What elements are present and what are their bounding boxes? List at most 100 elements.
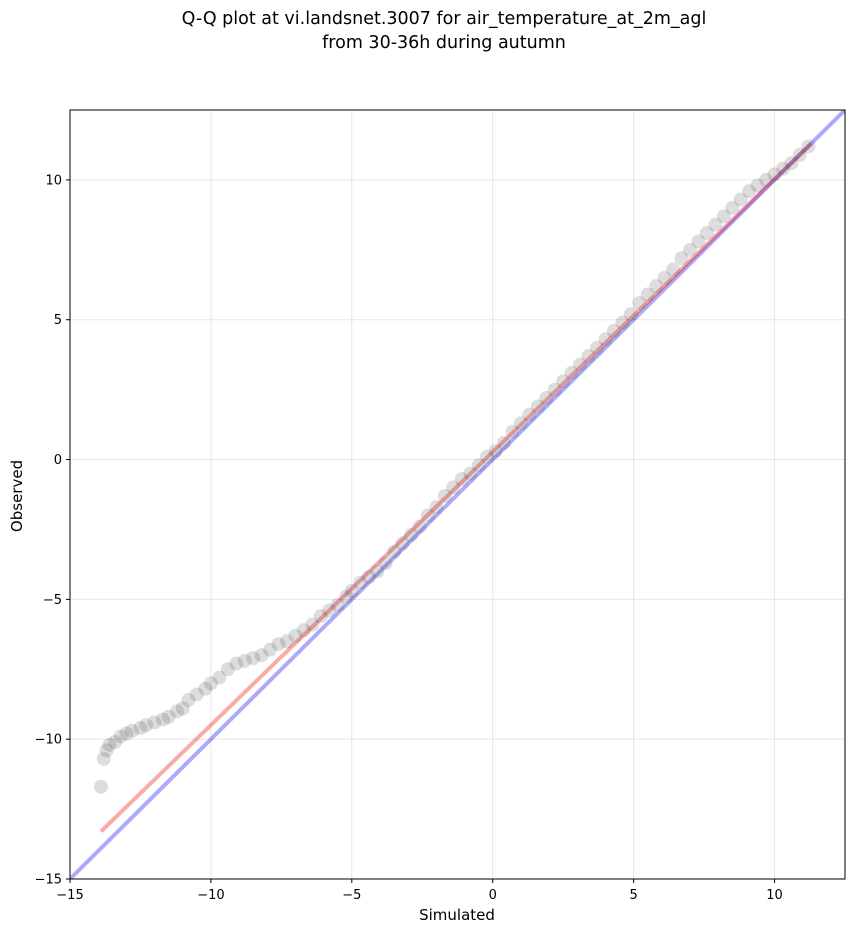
qq-point bbox=[776, 161, 790, 176]
qq-point bbox=[606, 323, 621, 338]
y-tick-label: 0 bbox=[54, 453, 62, 468]
qq-point bbox=[530, 399, 545, 414]
qq-point bbox=[615, 315, 630, 330]
qq-point bbox=[556, 374, 571, 389]
y-axis-ticks: −15 −10 −5 0 5 10 bbox=[35, 173, 70, 888]
qq-point bbox=[454, 472, 469, 487]
qq-point bbox=[437, 488, 452, 503]
qq-point bbox=[522, 407, 537, 422]
chart-title-line2: from 30-36h during autumn bbox=[322, 33, 566, 53]
qq-point bbox=[387, 544, 402, 559]
qq-point bbox=[573, 357, 588, 372]
qq-point bbox=[497, 435, 511, 450]
x-axis-ticks: −15 −10 −5 0 5 10 bbox=[56, 879, 783, 903]
qq-point bbox=[288, 628, 303, 643]
chart-title-line1: Q-Q plot at vi.landsnet.3007 for air_tem… bbox=[182, 9, 707, 29]
qq-point bbox=[742, 184, 757, 199]
qq-point bbox=[102, 737, 117, 752]
qq-point bbox=[156, 712, 170, 727]
qq-point bbox=[271, 637, 286, 652]
qq-point bbox=[119, 726, 134, 741]
qq-point bbox=[420, 508, 435, 523]
qq-point bbox=[322, 603, 337, 618]
qq-point bbox=[147, 715, 162, 730]
y-tick-label: −5 bbox=[43, 593, 62, 608]
qq-point bbox=[716, 209, 731, 224]
qq-point bbox=[725, 200, 740, 215]
qq-point bbox=[666, 262, 681, 277]
qq-point bbox=[699, 226, 714, 241]
qq-point bbox=[378, 556, 393, 571]
qq-point bbox=[330, 597, 345, 612]
qq-point bbox=[750, 178, 765, 193]
x-tick-label: −10 bbox=[197, 888, 224, 903]
qq-point bbox=[212, 670, 227, 685]
qq-point bbox=[161, 709, 176, 724]
qq-point bbox=[480, 449, 495, 464]
plot-frame bbox=[69, 109, 846, 880]
y-tick-label: −15 bbox=[35, 873, 62, 888]
qq-point bbox=[471, 458, 486, 473]
x-tick-label: 0 bbox=[489, 888, 497, 903]
qq-point bbox=[564, 365, 579, 380]
qq-point bbox=[170, 704, 185, 719]
y-tick-label: 5 bbox=[54, 313, 62, 328]
qq-point bbox=[139, 718, 154, 733]
x-tick-label: 10 bbox=[766, 888, 783, 903]
fit-line bbox=[99, 142, 813, 833]
qq-point bbox=[623, 307, 638, 322]
qq-point bbox=[339, 589, 354, 604]
qq-point bbox=[237, 653, 252, 668]
qq-point bbox=[254, 648, 269, 663]
qq-point bbox=[801, 139, 816, 154]
qq-point bbox=[296, 623, 311, 638]
qq-point bbox=[313, 609, 328, 624]
qq-point bbox=[505, 424, 520, 439]
x-tick-label: 5 bbox=[629, 888, 637, 903]
qq-point bbox=[691, 234, 706, 249]
qq-point bbox=[370, 564, 385, 579]
qq-point bbox=[133, 720, 148, 735]
qq-point bbox=[581, 349, 596, 364]
qq-point bbox=[94, 779, 108, 794]
qq-point bbox=[344, 583, 359, 598]
qq-point bbox=[220, 662, 235, 677]
qq-point bbox=[96, 751, 111, 766]
qq-point bbox=[203, 676, 218, 691]
qq-point bbox=[353, 575, 368, 590]
qq-point bbox=[395, 536, 410, 551]
qq-point bbox=[683, 242, 697, 257]
qq-point bbox=[488, 444, 503, 459]
qq-point bbox=[513, 416, 528, 431]
qq-point bbox=[175, 701, 190, 716]
qq-point bbox=[113, 729, 128, 744]
qq-point bbox=[590, 340, 604, 355]
qq-point bbox=[539, 391, 554, 406]
qq-point bbox=[792, 147, 807, 162]
qq-point bbox=[198, 681, 213, 696]
qq-point bbox=[125, 723, 139, 738]
qq-point bbox=[404, 528, 418, 543]
data-points bbox=[94, 139, 816, 794]
identity-line bbox=[70, 110, 845, 879]
qq-point bbox=[733, 192, 748, 207]
qq-point bbox=[280, 634, 294, 649]
qq-point bbox=[429, 500, 444, 515]
qq-point bbox=[674, 251, 689, 266]
qq-point bbox=[99, 743, 114, 758]
qq-point bbox=[463, 466, 478, 481]
qq-point bbox=[446, 480, 461, 495]
qq-point bbox=[767, 167, 782, 182]
qq-point bbox=[708, 217, 723, 232]
x-axis-label: Simulated bbox=[419, 906, 495, 924]
qq-point bbox=[189, 687, 204, 702]
qq-point bbox=[598, 332, 613, 347]
qq-point bbox=[547, 382, 562, 397]
qq-point bbox=[246, 651, 261, 666]
qq-point bbox=[640, 287, 655, 302]
qq-point bbox=[263, 642, 278, 657]
qq-point bbox=[229, 656, 244, 671]
qq-point bbox=[759, 172, 774, 187]
y-axis-label: Observed bbox=[8, 460, 26, 532]
